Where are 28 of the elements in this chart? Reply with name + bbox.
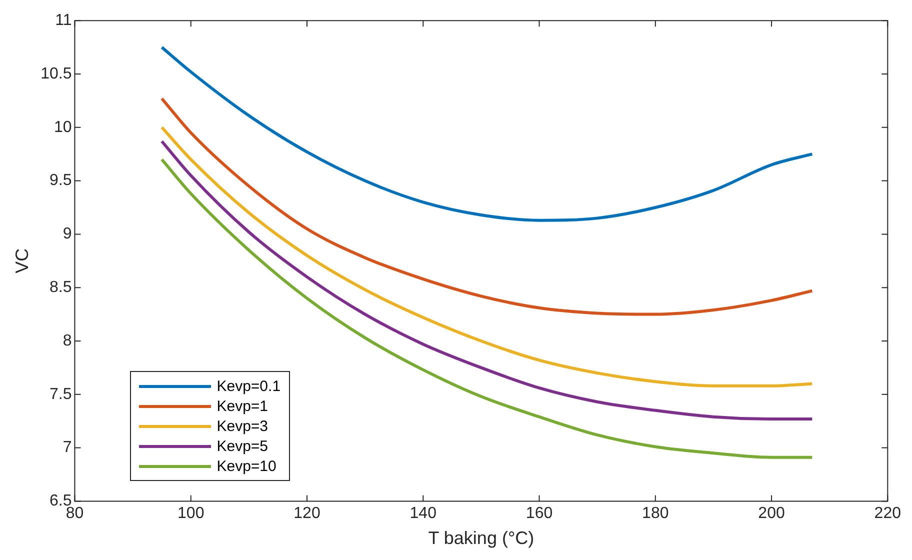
y-tick-label: 10 (54, 118, 72, 136)
legend-label: Kevp=1 (216, 398, 268, 415)
y-tick-label: 7.5 (49, 386, 72, 403)
x-tick-label: 180 (642, 505, 669, 522)
line-series (160, 158, 814, 459)
x-tick-label: 120 (294, 505, 320, 522)
legend-label: Kevp=0.1 (216, 378, 281, 395)
y-tick-label: 8.5 (49, 279, 72, 296)
y-tick-label: 7 (62, 439, 72, 456)
line-series (160, 46, 814, 222)
x-axis-title: T baking (°C) (428, 528, 534, 548)
y-tick-label: 8 (62, 332, 72, 350)
x-tick-label: 200 (758, 505, 785, 522)
y-tick-label: 11 (55, 12, 72, 30)
x-tick-label: 140 (410, 505, 437, 522)
x-tick-label: 160 (526, 505, 553, 522)
x-tick-label: 80 (66, 505, 84, 522)
line-series (160, 140, 814, 420)
legend-label: Kevp=5 (216, 438, 268, 455)
y-tick-label: 9.5 (49, 172, 72, 190)
x-tick-label: 220 (874, 505, 902, 522)
x-tick-label: 100 (178, 505, 204, 522)
y-tick-label: 10.5 (40, 65, 72, 82)
legend-label: Kevp=10 (216, 458, 276, 475)
line-series (160, 97, 814, 316)
y-axis-title: VC (12, 248, 32, 274)
legend-label: Kevp=3 (216, 418, 268, 435)
y-tick-label: 9 (62, 226, 72, 243)
